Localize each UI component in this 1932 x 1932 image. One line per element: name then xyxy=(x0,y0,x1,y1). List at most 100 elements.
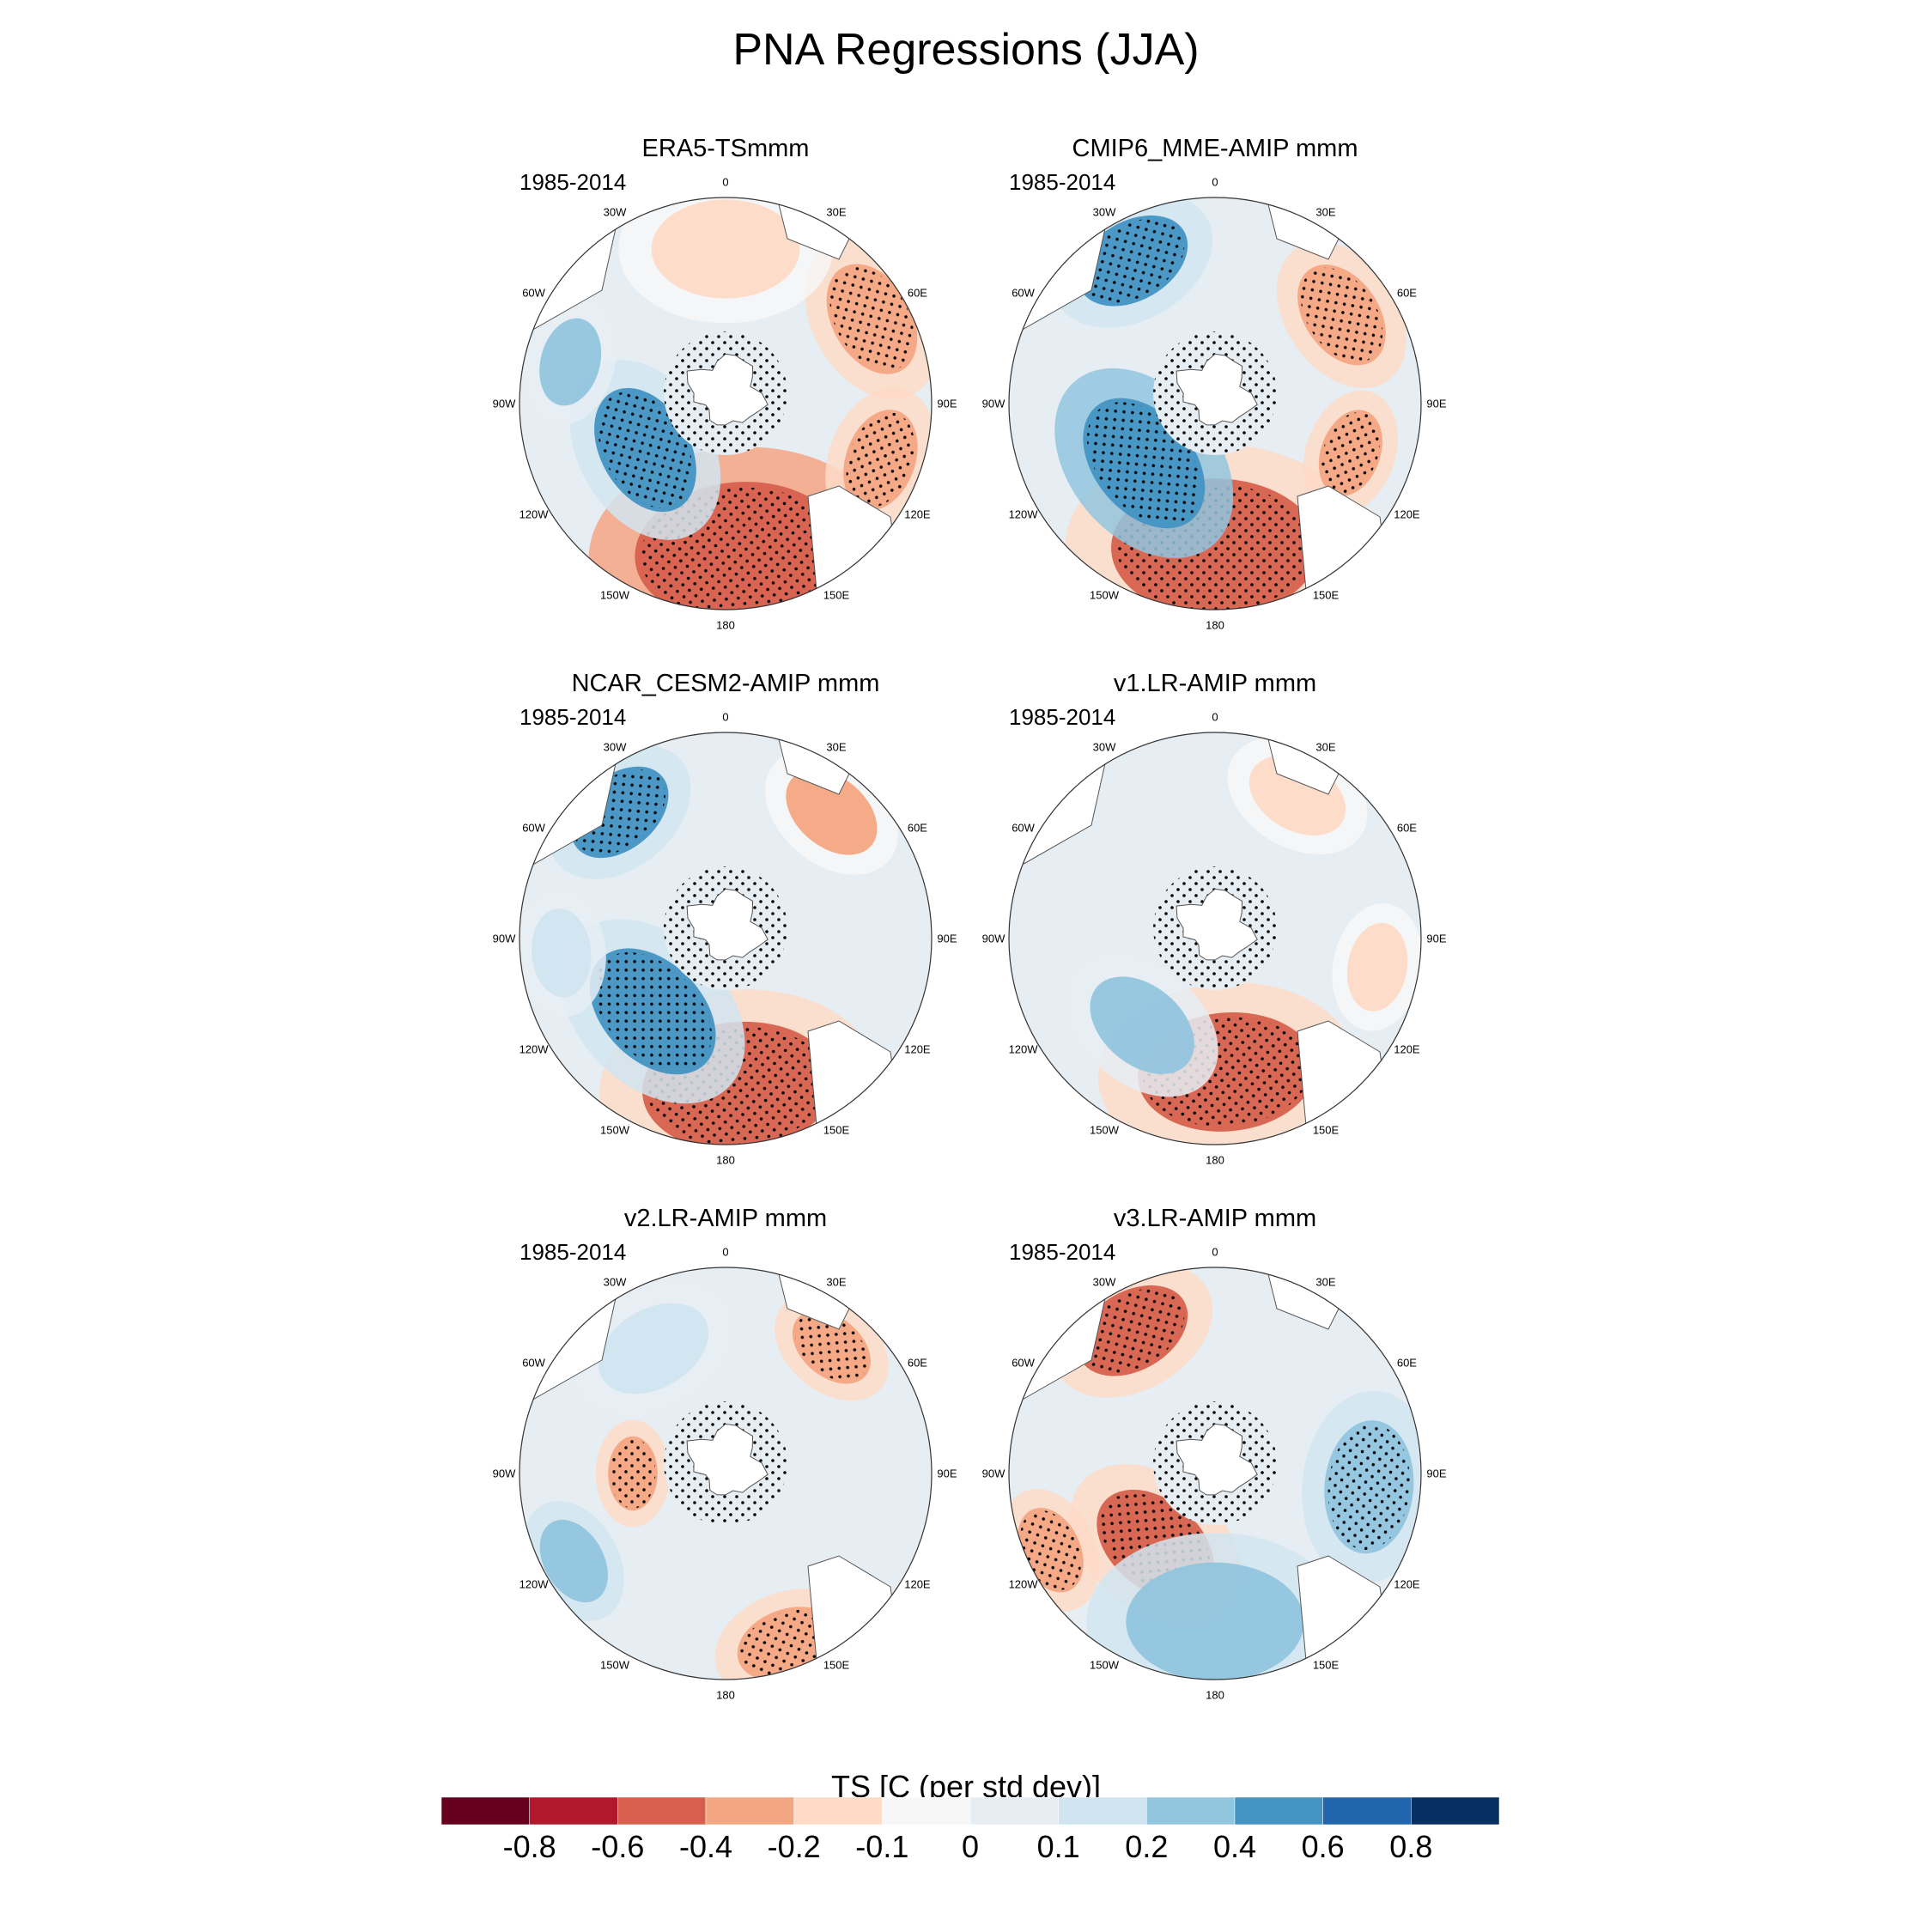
longitude-label: 180 xyxy=(716,1688,735,1702)
longitude-label: 60E xyxy=(907,1356,927,1370)
significance-stipple xyxy=(1321,412,1381,494)
longitude-label: 60W xyxy=(522,1356,545,1370)
longitude-label: 120E xyxy=(904,1577,931,1591)
colorbar-swatch xyxy=(617,1797,707,1825)
polar-map xyxy=(1008,732,1422,1145)
longitude-label: 0 xyxy=(722,710,729,724)
longitude-label: 90W xyxy=(981,932,1005,945)
longitude-label: 90W xyxy=(492,1467,516,1480)
colorbar-tick-label: 0.4 xyxy=(1212,1829,1257,1864)
colorbar-swatch xyxy=(705,1797,794,1825)
map-border xyxy=(1008,197,1422,611)
longitude-label: 90E xyxy=(937,932,957,945)
significance-stipple xyxy=(1080,1288,1185,1373)
longitude-label: 90E xyxy=(1426,1467,1447,1480)
panel-period: 1985-2014 xyxy=(519,1239,627,1265)
longitude-label: 150W xyxy=(1090,1123,1119,1137)
colorbar-tick-label: 0.1 xyxy=(1036,1829,1080,1864)
longitude-label: 60E xyxy=(907,821,927,835)
anomaly-core xyxy=(598,1303,709,1394)
longitude-label: 90E xyxy=(1426,932,1447,945)
map-border xyxy=(519,1267,933,1680)
longitude-label: 30W xyxy=(1092,205,1116,219)
significance-stipple xyxy=(1327,1424,1411,1550)
longitude-label: 60W xyxy=(1012,286,1035,300)
longitude-label: 90E xyxy=(937,1467,957,1480)
significance-stipple xyxy=(829,267,914,371)
longitude-label: 150E xyxy=(823,1123,850,1137)
longitude-label: 150E xyxy=(823,1658,850,1672)
significance-stipple xyxy=(610,1438,656,1509)
colorbar-tick-label: -0.2 xyxy=(767,1829,821,1864)
colorbar-tick-label: -0.4 xyxy=(678,1829,733,1864)
longitude-label: 180 xyxy=(1206,1688,1224,1702)
colorbar-tick-label: -0.6 xyxy=(591,1829,645,1864)
anomaly-core xyxy=(651,199,800,299)
anomaly-core xyxy=(1126,1562,1304,1680)
colorbar-swatch xyxy=(1234,1797,1323,1825)
colorbar-swatch xyxy=(969,1797,1059,1825)
longitude-label: 30W xyxy=(1092,740,1116,754)
longitude-label: 150E xyxy=(1312,1123,1340,1137)
longitude-label: 90E xyxy=(937,397,957,410)
longitude-label: 60W xyxy=(1012,1356,1035,1370)
colorbar-tick-label: -0.8 xyxy=(502,1829,556,1864)
panel-title: v3.LR-AMIP mmm xyxy=(1113,1205,1317,1232)
longitude-label: 180 xyxy=(1206,1153,1224,1167)
colorbar-swatch xyxy=(793,1797,883,1825)
colorbar-tick-label: 0.6 xyxy=(1301,1829,1345,1864)
longitude-label: 0 xyxy=(1212,175,1218,189)
longitude-label: 90W xyxy=(981,397,1005,410)
longitude-label: 30E xyxy=(826,740,847,754)
longitude-label: 30E xyxy=(826,205,847,219)
longitude-label: 30E xyxy=(1315,205,1336,219)
longitude-label: 150W xyxy=(600,588,629,602)
antarctica xyxy=(686,888,769,961)
antarctica xyxy=(686,353,769,426)
anomaly-core xyxy=(1090,976,1194,1074)
longitude-label: 180 xyxy=(716,618,735,632)
panel-title: NCAR_CESM2-AMIP mmm xyxy=(571,670,880,697)
longitude-label: 60W xyxy=(522,286,545,300)
longitude-label: 60W xyxy=(522,821,545,835)
longitude-label: 120W xyxy=(519,1042,549,1056)
colorbar-swatch xyxy=(882,1797,971,1825)
antarctica xyxy=(1176,1423,1258,1496)
map-border xyxy=(519,197,933,611)
longitude-label: 120E xyxy=(1394,507,1420,521)
colorbar-swatch xyxy=(529,1797,618,1825)
longitude-label: 150W xyxy=(600,1658,629,1672)
longitude-label: 30W xyxy=(603,205,627,219)
significance-stipple xyxy=(794,1313,869,1382)
panel-period: 1985-2014 xyxy=(519,169,627,195)
polar-map xyxy=(519,197,933,611)
colorbar-swatch xyxy=(1411,1797,1499,1825)
longitude-label: 30W xyxy=(603,740,627,754)
longitude-label: 120E xyxy=(904,1042,931,1056)
antarctica xyxy=(1176,888,1258,961)
longitude-label: 30E xyxy=(1315,740,1336,754)
longitude-label: 120W xyxy=(1008,1577,1038,1591)
significance-stipple xyxy=(593,952,712,1071)
colorbar-tick-label: 0.8 xyxy=(1389,1829,1433,1864)
antarctica xyxy=(1176,353,1258,426)
longitude-label: 120E xyxy=(904,507,931,521)
longitude-label: 90W xyxy=(492,397,516,410)
map-border xyxy=(1008,1267,1422,1680)
map-border xyxy=(519,732,933,1145)
polar-map xyxy=(519,1267,933,1680)
longitude-label: 30W xyxy=(603,1275,627,1289)
longitude-label: 0 xyxy=(722,175,729,189)
longitude-label: 150W xyxy=(600,1123,629,1137)
longitude-label: 0 xyxy=(722,1245,729,1259)
longitude-label: 150W xyxy=(1090,588,1119,602)
colorbar-swatch xyxy=(1322,1797,1412,1825)
longitude-label: 60E xyxy=(1396,821,1417,835)
colorbar-tick-label: -0.1 xyxy=(855,1829,909,1864)
longitude-label: 60E xyxy=(1396,286,1417,300)
colorbar-swatch xyxy=(1146,1797,1236,1825)
longitude-label: 60E xyxy=(907,286,927,300)
colorbar-tick-label: 0.2 xyxy=(1125,1829,1169,1864)
polar-map xyxy=(1008,197,1422,611)
longitude-label: 180 xyxy=(1206,618,1224,632)
